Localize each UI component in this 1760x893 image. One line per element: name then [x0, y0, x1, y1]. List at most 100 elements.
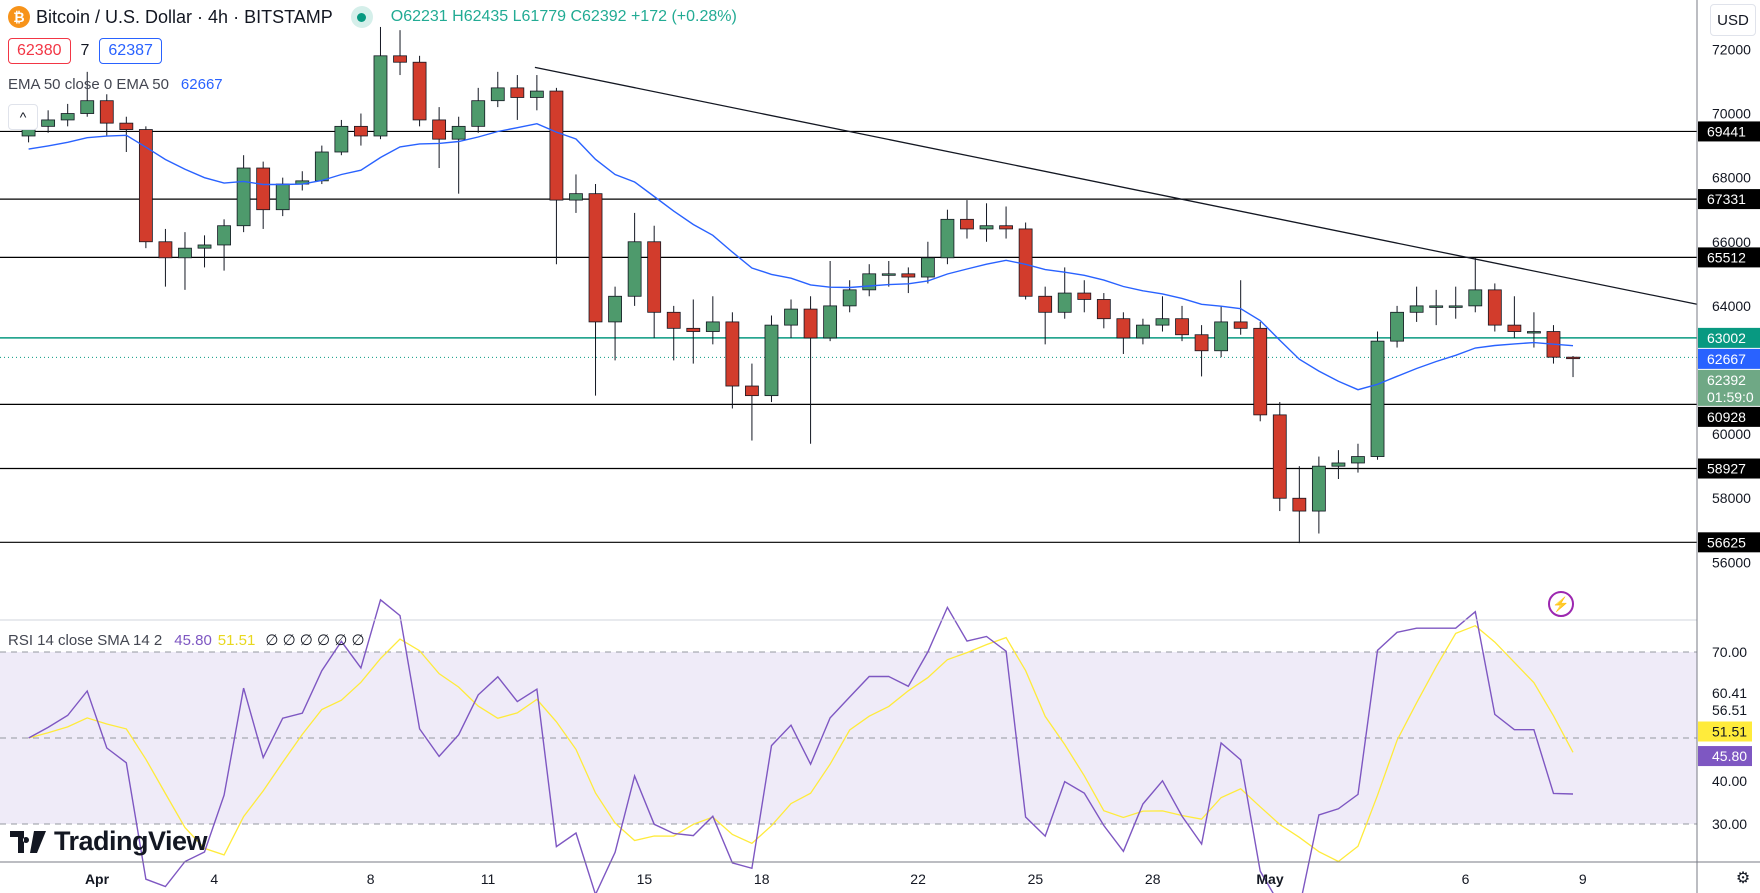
- candle-body: [432, 119, 447, 140]
- candle: [471, 87, 486, 133]
- candle: [197, 235, 212, 268]
- candle-body: [354, 125, 368, 137]
- candle: [1018, 222, 1033, 300]
- candle-body: [1057, 292, 1072, 313]
- candle: [217, 219, 231, 271]
- candle-body: [1487, 289, 1502, 326]
- ema-line: [28, 122, 1574, 391]
- ema-path: [28, 122, 1574, 391]
- candle-body: [373, 55, 388, 137]
- rsi-legend[interactable]: RSI 14 close SMA 14 2 45.80 51.51 ∅ ∅ ∅ …: [8, 631, 365, 650]
- candle: [979, 203, 994, 242]
- level-price-tag-text: 58927: [1707, 461, 1746, 477]
- candle: [393, 30, 407, 76]
- candle: [764, 315, 779, 403]
- level-price-tag-text: 65512: [1707, 249, 1746, 265]
- trendline-line[interactable]: [534, 66, 1698, 305]
- candle-body: [1194, 334, 1209, 352]
- ema-legend[interactable]: EMA 50 close 0 EMA 50 62667: [8, 76, 223, 93]
- level-price-tag: 65512: [1698, 247, 1760, 268]
- time-tick-label: 28: [1145, 871, 1161, 887]
- candle-body: [862, 273, 877, 291]
- time-tick-label: 6: [1462, 871, 1470, 887]
- time-tick-label: 22: [910, 871, 926, 887]
- candle: [432, 107, 447, 169]
- candle: [725, 312, 740, 409]
- candle: [80, 71, 95, 117]
- price-tick-label: 70000: [1712, 106, 1751, 122]
- price-tick-label: 64000: [1712, 298, 1751, 314]
- candle: [999, 206, 1013, 239]
- settings-icon[interactable]: ⚙: [1735, 870, 1751, 887]
- price-axis[interactable]: 72000 70000 68000 66000 64000 60000 58000 56000…: [1698, 41, 1760, 570]
- level-price-tag: 56625: [1698, 532, 1760, 553]
- candle: [940, 209, 955, 265]
- level-price-tag: 60928: [1698, 406, 1760, 427]
- candle-body: [940, 218, 955, 259]
- candle-body: [60, 113, 75, 121]
- price-tick-label: 56000: [1712, 554, 1751, 570]
- candles: [21, 26, 1580, 544]
- time-tick-label: Apr: [85, 871, 110, 887]
- candle: [1233, 280, 1248, 335]
- ema-price-tag-text: 62667: [1707, 351, 1746, 367]
- candle-body: [1448, 305, 1463, 308]
- collapse-legend-button[interactable]: ^: [8, 104, 38, 130]
- candle-body: [1390, 311, 1404, 342]
- candle-body: [1136, 324, 1150, 339]
- symbol-title[interactable]: Bitcoin / U.S. Dollar · 4h · BITSTAMP: [36, 6, 333, 27]
- time-tick-label: 8: [367, 871, 375, 887]
- rsi-value-tag: 45.80: [1712, 748, 1747, 764]
- candle: [784, 299, 798, 338]
- candle: [745, 363, 759, 441]
- candle: [549, 87, 564, 265]
- candle: [1057, 267, 1072, 319]
- tradingview-logo[interactable]: TradingView: [10, 826, 208, 857]
- time-axis[interactable]: Apr 4 8 11 15 18 22 25 28 May 6 9: [85, 871, 1587, 887]
- buy-button[interactable]: 62387: [99, 38, 162, 64]
- candle-body: [80, 100, 95, 114]
- candle-body: [1292, 497, 1307, 512]
- candle: [354, 113, 368, 146]
- candle: [666, 305, 681, 361]
- rsi-band: [0, 651, 1697, 825]
- candle-body: [236, 167, 251, 227]
- trendline[interactable]: [534, 66, 1698, 305]
- rsi-sma-tag: 51.51: [1712, 724, 1747, 740]
- candle-body: [1038, 295, 1053, 313]
- market-open-icon: [350, 6, 373, 28]
- last-price-tag-text: 62392: [1707, 372, 1746, 388]
- candle-body: [256, 167, 271, 211]
- sell-button[interactable]: 62380: [8, 38, 71, 64]
- rsi-legend-placeholders: ∅ ∅ ∅ ∅ ∅ ∅: [265, 632, 365, 649]
- candle-body: [1077, 292, 1092, 300]
- candle-body: [1331, 462, 1346, 467]
- candle: [1136, 318, 1150, 345]
- candle-body: [158, 241, 173, 259]
- candle: [842, 280, 857, 313]
- candle: [451, 116, 466, 194]
- candle-body: [451, 125, 466, 140]
- tradingview-logo-icon: [10, 830, 46, 853]
- candle-body: [1096, 299, 1111, 320]
- trade-row: 62380 7 62387: [8, 38, 162, 64]
- candle: [119, 116, 134, 152]
- candle: [1448, 286, 1463, 319]
- candle-body: [881, 273, 896, 276]
- candle: [1155, 296, 1170, 332]
- lightning-icon[interactable]: ⚡: [1548, 591, 1574, 617]
- ema-price-tag: 62667: [1698, 348, 1760, 369]
- rsi-lines: [28, 598, 1574, 893]
- currency-button[interactable]: USD: [1710, 4, 1756, 36]
- candle-body: [490, 87, 505, 102]
- candle-body: [275, 183, 290, 211]
- candle-body: [1155, 318, 1170, 326]
- candle: [1527, 312, 1541, 348]
- candle-body: [901, 273, 916, 278]
- candle-body: [569, 193, 583, 201]
- candle: [881, 260, 896, 287]
- time-tick-label: 18: [754, 871, 770, 887]
